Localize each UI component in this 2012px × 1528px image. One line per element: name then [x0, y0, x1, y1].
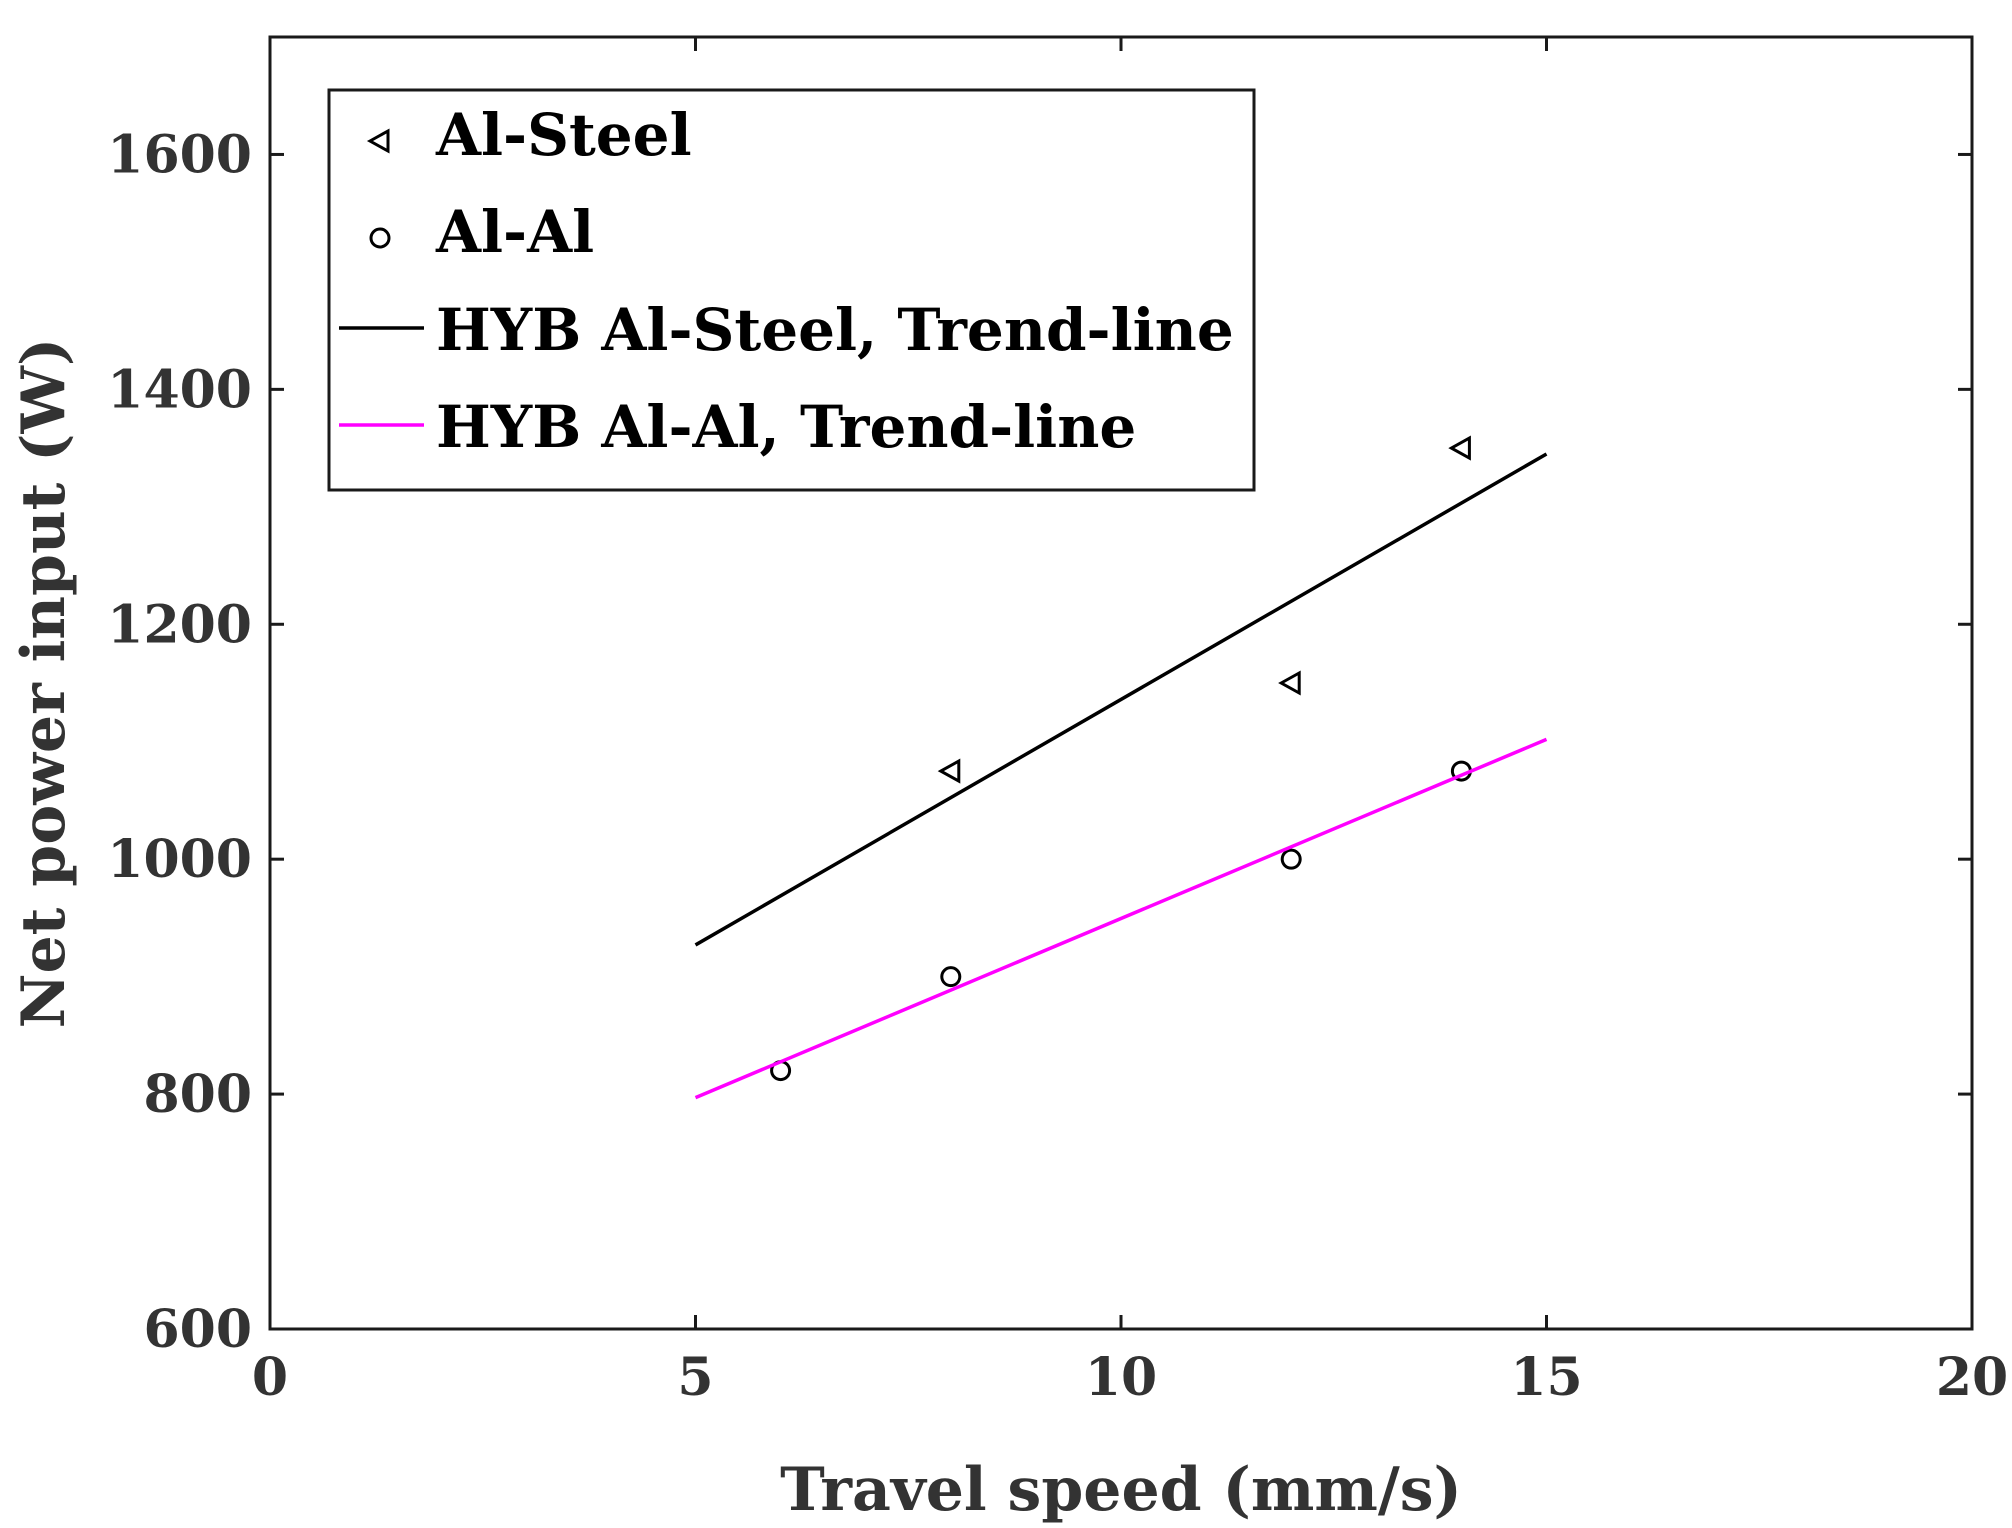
y-tick-label: 1600	[107, 124, 252, 185]
legend: Al-Steel Al-Al HYB Al-Steel, Trend-line HYB…	[327, 88, 1256, 492]
legend-label: HYB Al-Steel, Trend-line	[436, 296, 1234, 364]
series-layer	[694, 435, 1548, 1100]
data-point-circle	[940, 966, 962, 988]
series	[694, 452, 1548, 947]
y-tick-label: 1000	[107, 829, 252, 890]
legend-triangle-symbol	[366, 128, 390, 154]
legend-circle-symbol	[369, 227, 391, 249]
legend-box	[327, 88, 1256, 492]
series	[937, 435, 1471, 784]
x-axis-title: Travel speed (mm/s)	[780, 1455, 1462, 1525]
data-point-triangle	[937, 758, 961, 784]
y-tick-label: 1400	[107, 359, 252, 420]
x-tick-label: 5	[677, 1347, 713, 1408]
data-point-triangle	[1448, 435, 1471, 461]
x-tick-label: 0	[252, 1347, 288, 1408]
y-tick-label: 1200	[107, 594, 252, 655]
trend-line	[694, 452, 1548, 947]
legend-label: HYB Al-Al, Trend-line	[436, 393, 1136, 461]
axis-ticks	[268, 37, 1974, 1331]
data-point-circle	[1280, 848, 1302, 870]
tick-labels: 0 5 10 15 20 600 800 1000 1200 1400 1600	[107, 124, 2008, 1408]
data-point-triangle	[1278, 670, 1301, 696]
x-tick-label: 10	[1085, 1347, 1157, 1408]
legend-label: Al-Steel	[435, 101, 692, 169]
x-tick-label: 20	[1936, 1347, 2008, 1408]
y-axis-title: Net power input (W)	[9, 338, 79, 1029]
trend-line	[694, 737, 1548, 1100]
y-tick-label: 800	[143, 1064, 252, 1125]
legend-label: Al-Al	[435, 198, 594, 266]
y-tick-label: 600	[143, 1299, 252, 1360]
x-tick-label: 15	[1510, 1347, 1582, 1408]
series	[694, 737, 1548, 1100]
